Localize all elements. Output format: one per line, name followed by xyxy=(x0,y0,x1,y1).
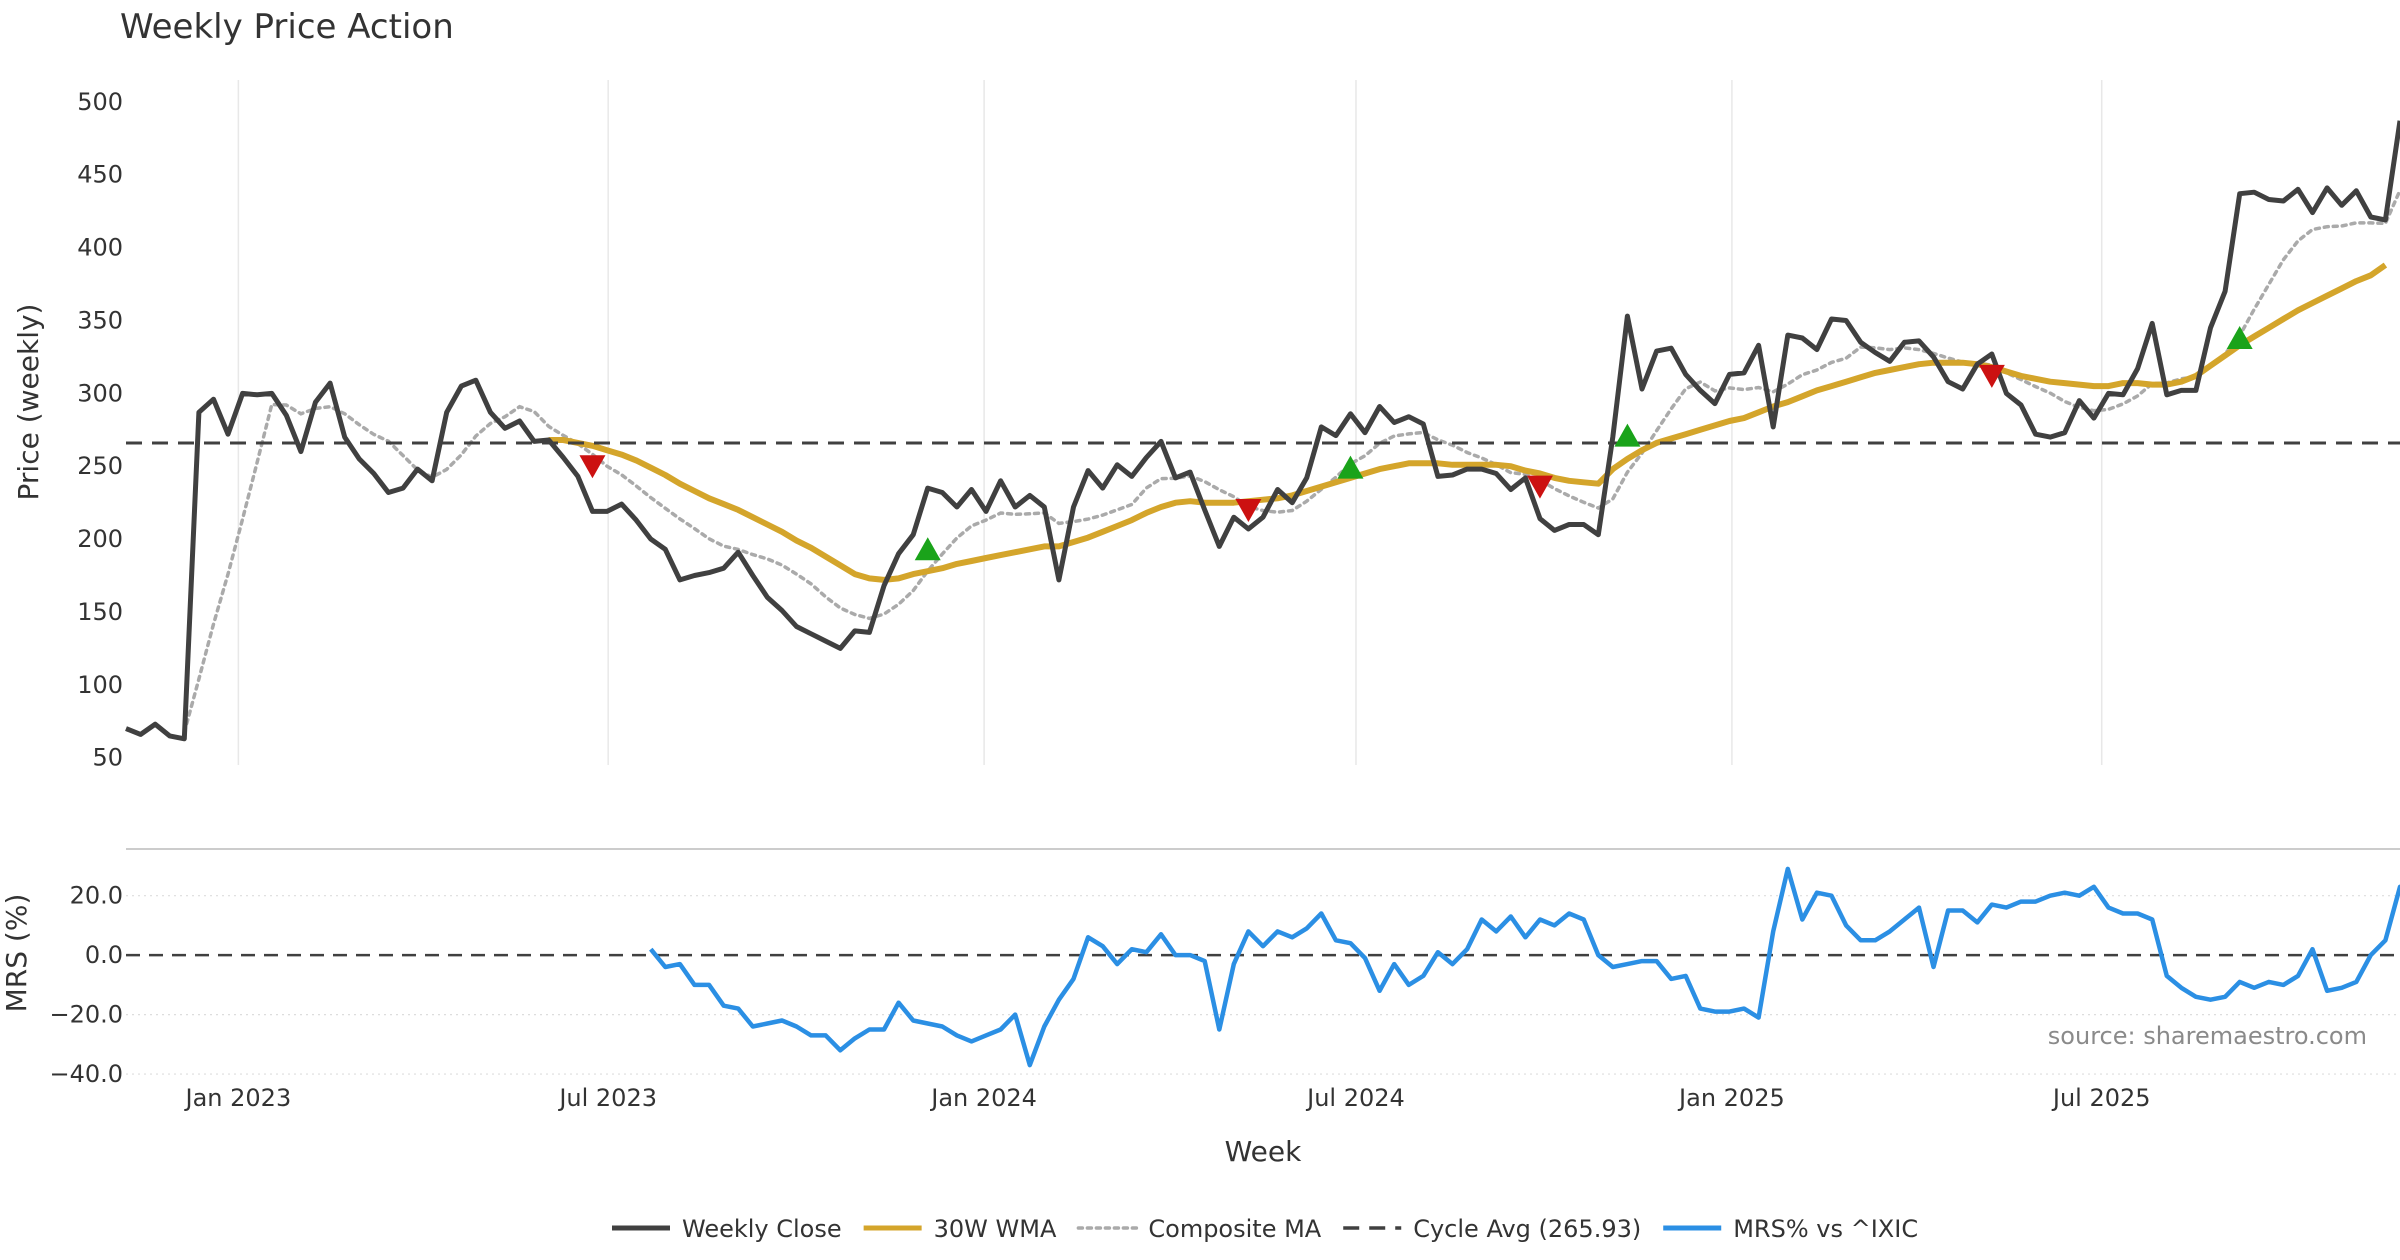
price-y-tick-label: 200 xyxy=(77,525,123,553)
chart-title: Weekly Price Action xyxy=(120,7,454,47)
x-tick-label: Jul 2023 xyxy=(557,1084,657,1112)
legend-label: MRS% vs ^IXIC xyxy=(1733,1215,1918,1243)
legend-label: Composite MA xyxy=(1148,1215,1321,1243)
legend-label: 30W WMA xyxy=(934,1215,1057,1243)
mrs-line xyxy=(649,866,2400,1068)
composite-ma-line xyxy=(182,188,2400,735)
chart-legend: Weekly Close 30W WMA Composite MA Cycle Avg… xyxy=(612,1215,1918,1243)
price-y-tick-label: 250 xyxy=(77,452,123,480)
source-credit: source: sharemaestro.com xyxy=(2048,1022,2367,1050)
mrs-series-layer xyxy=(126,866,2400,1068)
weekly-close-line xyxy=(125,120,2400,742)
mrs-y-tick-label: −40.0 xyxy=(49,1060,123,1088)
legend-item: Composite MA xyxy=(1076,1215,1322,1243)
mrs-y-tick-label: 20.0 xyxy=(70,882,123,910)
x-tick-label: Jan 2024 xyxy=(929,1084,1037,1112)
mrs-y-tick-label: 0.0 xyxy=(85,941,123,969)
price-y-tick-label: 150 xyxy=(77,598,123,626)
legend-item: Cycle Avg (265.93) xyxy=(1343,1215,1641,1243)
x-tick-label: Jul 2025 xyxy=(2051,1084,2151,1112)
price-y-axis: 50 100 150 200 250 300 350 400 450 500 xyxy=(77,88,123,772)
price-y-tick-label: 350 xyxy=(77,306,123,334)
mrs-gridlines xyxy=(126,895,2400,1075)
x-axis-title: Week xyxy=(1225,1135,1302,1168)
sell-signal-marker xyxy=(1235,498,1262,522)
buy-signal-marker xyxy=(1337,455,1364,479)
price-y-tick-label: 300 xyxy=(77,379,123,407)
price-series-layer xyxy=(125,120,2400,742)
legend-label: Weekly Close xyxy=(682,1215,842,1243)
sell-signal-marker xyxy=(1526,475,1553,499)
buy-signal-marker xyxy=(2226,325,2253,349)
legend-label: Cycle Avg (265.93) xyxy=(1413,1215,1641,1243)
legend-item: 30W WMA xyxy=(863,1215,1057,1243)
price-y-tick-label: 450 xyxy=(77,161,123,189)
signal-markers xyxy=(579,325,2253,561)
sell-signal-marker xyxy=(1978,364,2005,388)
buy-signal-marker xyxy=(1614,423,1641,447)
mrs-y-axis: −40.0 −20.0 0.0 20.0 xyxy=(49,882,123,1088)
legend-item: Weekly Close xyxy=(612,1215,842,1243)
price-y-tick-label: 50 xyxy=(92,744,123,772)
buy-signal-marker xyxy=(914,537,941,561)
price-y-tick-label: 100 xyxy=(77,671,123,699)
x-axis: Jan 2023 Jul 2023 Jan 2024 Jul 2024 Jan 2025… xyxy=(184,1084,2151,1112)
price-y-tick-label: 400 xyxy=(77,234,123,262)
x-tick-label: Jan 2023 xyxy=(184,1084,292,1112)
sell-signal-marker xyxy=(579,455,606,479)
wma-30w-line xyxy=(548,262,2388,583)
x-tick-label: Jan 2025 xyxy=(1677,1084,1785,1112)
price-y-tick-label: 500 xyxy=(77,88,123,116)
legend-item: MRS% vs ^IXIC xyxy=(1663,1215,1918,1243)
mrs-y-tick-label: −20.0 xyxy=(49,1001,123,1029)
mrs-y-axis-title: MRS (%) xyxy=(0,894,33,1013)
price-y-axis-title: Price (weekly) xyxy=(12,304,45,501)
x-tick-label: Jul 2024 xyxy=(1305,1084,1405,1112)
